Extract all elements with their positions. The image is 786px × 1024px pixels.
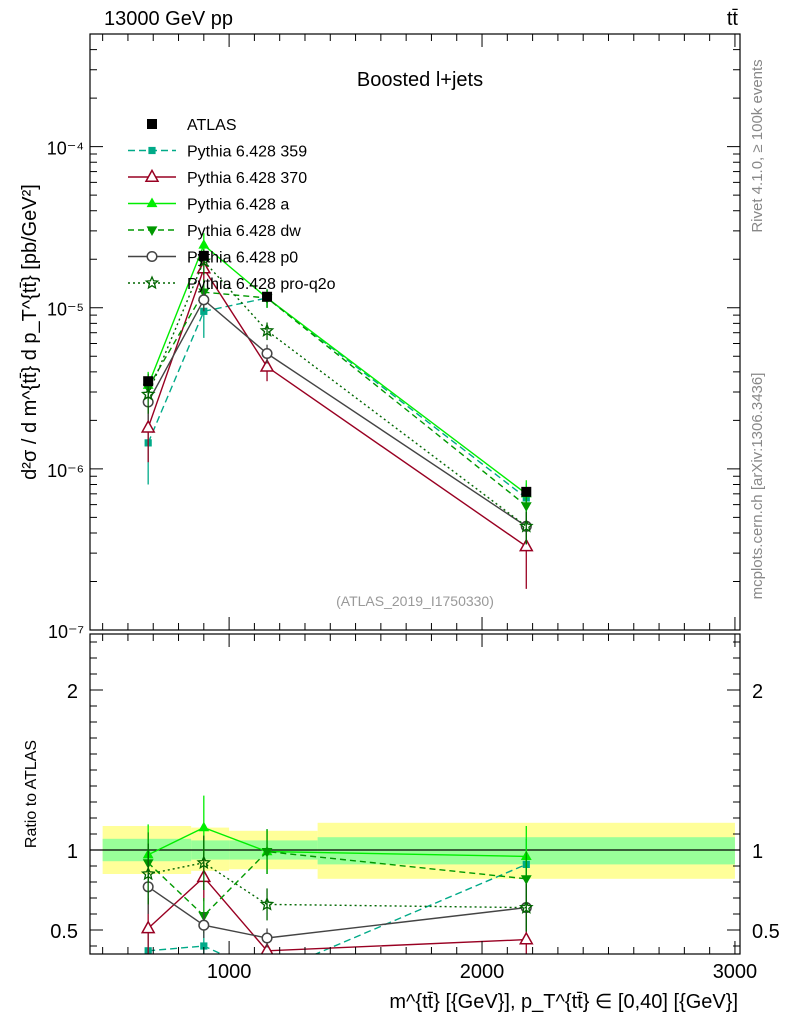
series-0-group — [144, 289, 530, 514]
ratio-y-tick-label: 2 — [67, 681, 78, 703]
series-line-5 — [147, 259, 527, 527]
ratio-line — [148, 863, 527, 954]
ratio-point — [261, 932, 273, 944]
ratio-point — [196, 855, 212, 870]
data-point — [261, 347, 273, 360]
legend-item-4: Pythia 6.428 dw — [128, 223, 301, 240]
data-point — [519, 538, 534, 552]
ratio-point — [140, 920, 156, 934]
collision-label: 13000 GeV pp — [104, 8, 233, 30]
legend-item-5: Pythia 6.428 p0 — [128, 250, 298, 267]
series-line-0 — [147, 297, 527, 499]
y-tick-label: 10⁻⁵ — [47, 300, 84, 320]
ratio-y-tick-label: 0.5 — [50, 921, 78, 943]
ratio-line — [147, 826, 527, 858]
legend: ATLAS Pythia 6.428 359 Pythia 6.428 370 Pyt… — [128, 117, 336, 293]
ratio-plot-area — [90, 795, 740, 978]
data-point — [198, 294, 210, 306]
legend-marker — [146, 226, 158, 236]
data-point — [198, 239, 210, 249]
atlas-point — [262, 291, 273, 302]
main-frame — [89, 33, 741, 631]
ratio-point — [261, 848, 273, 858]
series-line-1 — [147, 267, 527, 548]
ratio-point — [520, 875, 532, 885]
legend-label: Pythia 6.428 p0 — [187, 250, 298, 267]
ratio-point — [519, 931, 534, 945]
y-tick-label: 10⁻⁴ — [47, 139, 84, 159]
x-tick-label: 1000 — [207, 961, 252, 983]
y-tick-label: 10⁻⁷ — [48, 622, 84, 642]
main-y-axis-label: d²σ / d m^{tt̄} d p_T^{tt̄} [pb/GeV²] — [19, 184, 41, 480]
legend-label: ATLAS — [187, 117, 237, 134]
ratio-axes: 0.5 0.5 1 1 2 2 1000 2000 3000 — [50, 634, 780, 983]
reference-points — [143, 250, 532, 497]
legend-label: Pythia 6.428 pro-q2o — [187, 276, 336, 293]
ratio-y-tick-label-right: 2 — [752, 681, 763, 703]
ratio-line — [147, 886, 527, 939]
ratio-point — [518, 899, 534, 914]
source-label: mcplots.cern.ch [arXiv:1306.3436] — [749, 373, 766, 600]
legend-item-2: Pythia 6.428 370 — [128, 168, 307, 187]
process-label: tt̄ — [727, 8, 739, 30]
x-tick-label: 2000 — [460, 961, 505, 983]
ratio-point — [259, 896, 275, 911]
legend-marker — [146, 197, 158, 208]
ratio-series-group — [140, 795, 534, 978]
ratio-point — [198, 919, 210, 931]
legend-label: Pythia 6.428 370 — [187, 170, 307, 187]
data-point — [520, 502, 532, 512]
main-plot-area — [140, 233, 534, 589]
rivet-version-label: Rivet 4.1.0, ≥ 100k events — [749, 59, 766, 232]
ratio-point — [140, 866, 156, 881]
ratio-point — [198, 821, 210, 832]
x-tick-label: 3000 — [713, 961, 758, 983]
ratio-point — [260, 942, 274, 954]
data-point — [519, 518, 534, 533]
legend-marker — [148, 146, 156, 155]
series-5-group — [140, 249, 534, 545]
legend-marker — [144, 275, 160, 290]
ratio-y-tick-label-right: 1 — [752, 841, 763, 863]
legend-item-6: Pythia 6.428 pro-q2o — [128, 275, 336, 293]
ratio-point — [200, 942, 208, 950]
data-point — [259, 322, 275, 338]
ratio-line — [147, 876, 527, 952]
series-line-2 — [147, 243, 527, 495]
y-tick-label: 10⁻⁶ — [47, 461, 84, 481]
series-line-4 — [147, 298, 527, 527]
ratio-point — [263, 971, 270, 978]
ratio-line — [147, 850, 527, 917]
ratio-series-5 — [140, 835, 534, 932]
legend-label: Pythia 6.428 a — [187, 197, 289, 214]
legend-item-1: Pythia 6.428 359 — [128, 144, 307, 161]
atlas-point — [521, 486, 532, 497]
series-line-3 — [147, 291, 527, 507]
legend-marker — [146, 250, 158, 263]
legend-marker — [147, 119, 157, 129]
ratio-panel: 0.5 0.5 1 1 2 2 1000 2000 3000 Ratio to ATLAS m^… — [23, 633, 780, 1013]
atlas-point — [198, 250, 209, 261]
chart-title: Boosted l+jets — [357, 69, 483, 91]
x-axis-label: m^{tt̄} [{GeV}], p_T^{tt̄} ∈ [0,40] [{Ge… — [389, 991, 738, 1013]
data-point — [259, 358, 275, 372]
legend-item-3: Pythia 6.428 a — [128, 197, 289, 214]
series-4-group — [142, 289, 532, 545]
ratio-y-axis-label: Ratio to ATLAS — [23, 740, 40, 848]
atlas-point — [143, 376, 154, 387]
legend-marker — [144, 168, 160, 182]
ratio-y-tick-label: 1 — [67, 841, 78, 863]
main-panel: 10⁻⁷ 10⁻⁶ 10⁻⁵ 10⁻⁴ Boosted l+jets (ATLAS_2… — [19, 33, 741, 642]
legend-label: Pythia 6.428 dw — [187, 223, 301, 240]
data-point — [140, 386, 156, 401]
data-point — [140, 419, 156, 433]
legend-item-0: ATLAS — [147, 117, 237, 134]
legend-label: Pythia 6.428 359 — [187, 144, 307, 161]
ratio-frame — [89, 633, 741, 955]
main-axes: 10⁻⁷ 10⁻⁶ 10⁻⁵ 10⁻⁴ — [47, 33, 740, 642]
analysis-tag: (ATLAS_2019_I1750330) — [336, 593, 494, 609]
ratio-y-tick-label-right: 0.5 — [752, 921, 780, 943]
